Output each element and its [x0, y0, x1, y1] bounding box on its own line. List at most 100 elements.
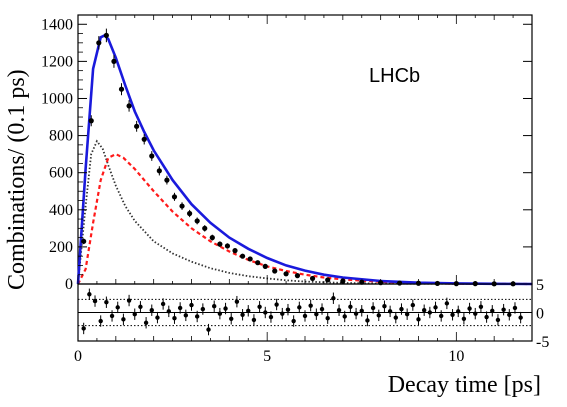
y-tick-label: 1400 [41, 16, 73, 33]
data-points [81, 28, 516, 287]
pull-point [387, 309, 393, 314]
pull-panel: 5 0 -5 0 5 10 [74, 277, 549, 365]
pull-point [126, 298, 132, 303]
y-tick-label: 800 [49, 128, 73, 145]
data-point [126, 103, 132, 109]
data-point [149, 153, 155, 159]
data-point [232, 248, 238, 254]
pull-point [104, 300, 109, 305]
pull-point [268, 314, 274, 320]
data-point [141, 136, 147, 142]
pull-point [143, 320, 149, 325]
data-point [262, 263, 268, 269]
pull-point [81, 326, 86, 331]
pull-point [399, 306, 404, 312]
y-tick-label: 1000 [41, 90, 73, 107]
pull-point [495, 317, 501, 323]
data-point [156, 168, 162, 174]
data-point [209, 235, 215, 241]
pull-point [359, 308, 364, 313]
data-point [224, 243, 231, 249]
pull-point [478, 304, 484, 309]
y-tick-label: 200 [49, 239, 73, 256]
y-tick-label: 400 [49, 202, 73, 219]
pull-point [421, 308, 427, 313]
pull-y-tick-label: -5 [536, 334, 549, 351]
pull-point [518, 315, 523, 320]
pull-point [410, 302, 416, 308]
pull-point [263, 310, 268, 315]
pull-point [444, 301, 450, 306]
data-point [309, 275, 316, 282]
y-tick-label: 600 [49, 165, 73, 182]
pull-point [115, 305, 120, 310]
black-dotted-curve [77, 139, 533, 285]
pull-point [206, 327, 211, 332]
data-point [272, 268, 278, 274]
pull-point [416, 317, 421, 322]
pull-point [234, 299, 240, 304]
pull-point [98, 318, 103, 324]
pull-point [223, 306, 228, 311]
x-tick-label: 10 [448, 348, 464, 365]
pull-point [507, 312, 512, 317]
x-axis-ticks-main [77, 15, 533, 284]
pull-y-axis-ticks: 5 0 -5 [78, 277, 549, 351]
pull-point [297, 305, 302, 310]
data-point [88, 118, 94, 124]
x-axis-title: Decay time [ps] [388, 372, 541, 398]
pull-point [177, 305, 183, 311]
pull-point [404, 312, 410, 317]
pull-point [172, 316, 177, 321]
data-point [294, 273, 301, 279]
data-point [179, 203, 185, 209]
pull-point [336, 308, 342, 313]
pull-y-tick-label: 0 [536, 306, 544, 323]
pull-point [138, 304, 143, 309]
data-point [103, 32, 109, 39]
pull-point [257, 304, 262, 309]
pull-point [212, 304, 217, 309]
pull-point [319, 306, 325, 312]
pull-point [155, 315, 160, 320]
pull-point [87, 292, 92, 297]
x-axis-ticks: 0 5 10 [74, 332, 533, 365]
pull-point [382, 304, 387, 309]
pull-point [370, 305, 376, 311]
data-point [187, 210, 193, 217]
pull-point [189, 302, 194, 308]
data-point [325, 277, 331, 283]
data-point [202, 225, 208, 231]
pull-point [393, 315, 398, 320]
pull-point [473, 311, 478, 316]
x-tick-label: 0 [74, 348, 82, 365]
pull-points [81, 288, 523, 336]
pull-point [92, 298, 98, 304]
data-point [217, 241, 223, 247]
pull-point [376, 313, 381, 318]
pull-point [512, 305, 518, 311]
pull-point [240, 312, 245, 317]
pull-point [109, 313, 115, 319]
pull-point [274, 302, 279, 307]
pull-point [291, 318, 296, 324]
fit-curves [76, 33, 533, 286]
pull-point [149, 308, 154, 313]
y-tick-label: 0 [65, 276, 73, 293]
pull-point [353, 311, 359, 316]
data-point [164, 177, 170, 183]
pull-point [427, 310, 433, 315]
pull-point [325, 316, 330, 321]
pull-point [160, 301, 166, 307]
pull-point [200, 306, 206, 312]
red-dashed-curve [77, 152, 533, 286]
blue-total-fit-curve [76, 33, 533, 286]
pull-point [166, 309, 171, 314]
main-panel: 0 200 400 600 800 1000 1200 1400 LHCb [41, 14, 533, 293]
pull-point [365, 318, 370, 323]
pull-point [246, 308, 251, 313]
main-plot-frame [77, 14, 533, 285]
pull-point [501, 307, 506, 312]
pull-point [132, 312, 137, 317]
